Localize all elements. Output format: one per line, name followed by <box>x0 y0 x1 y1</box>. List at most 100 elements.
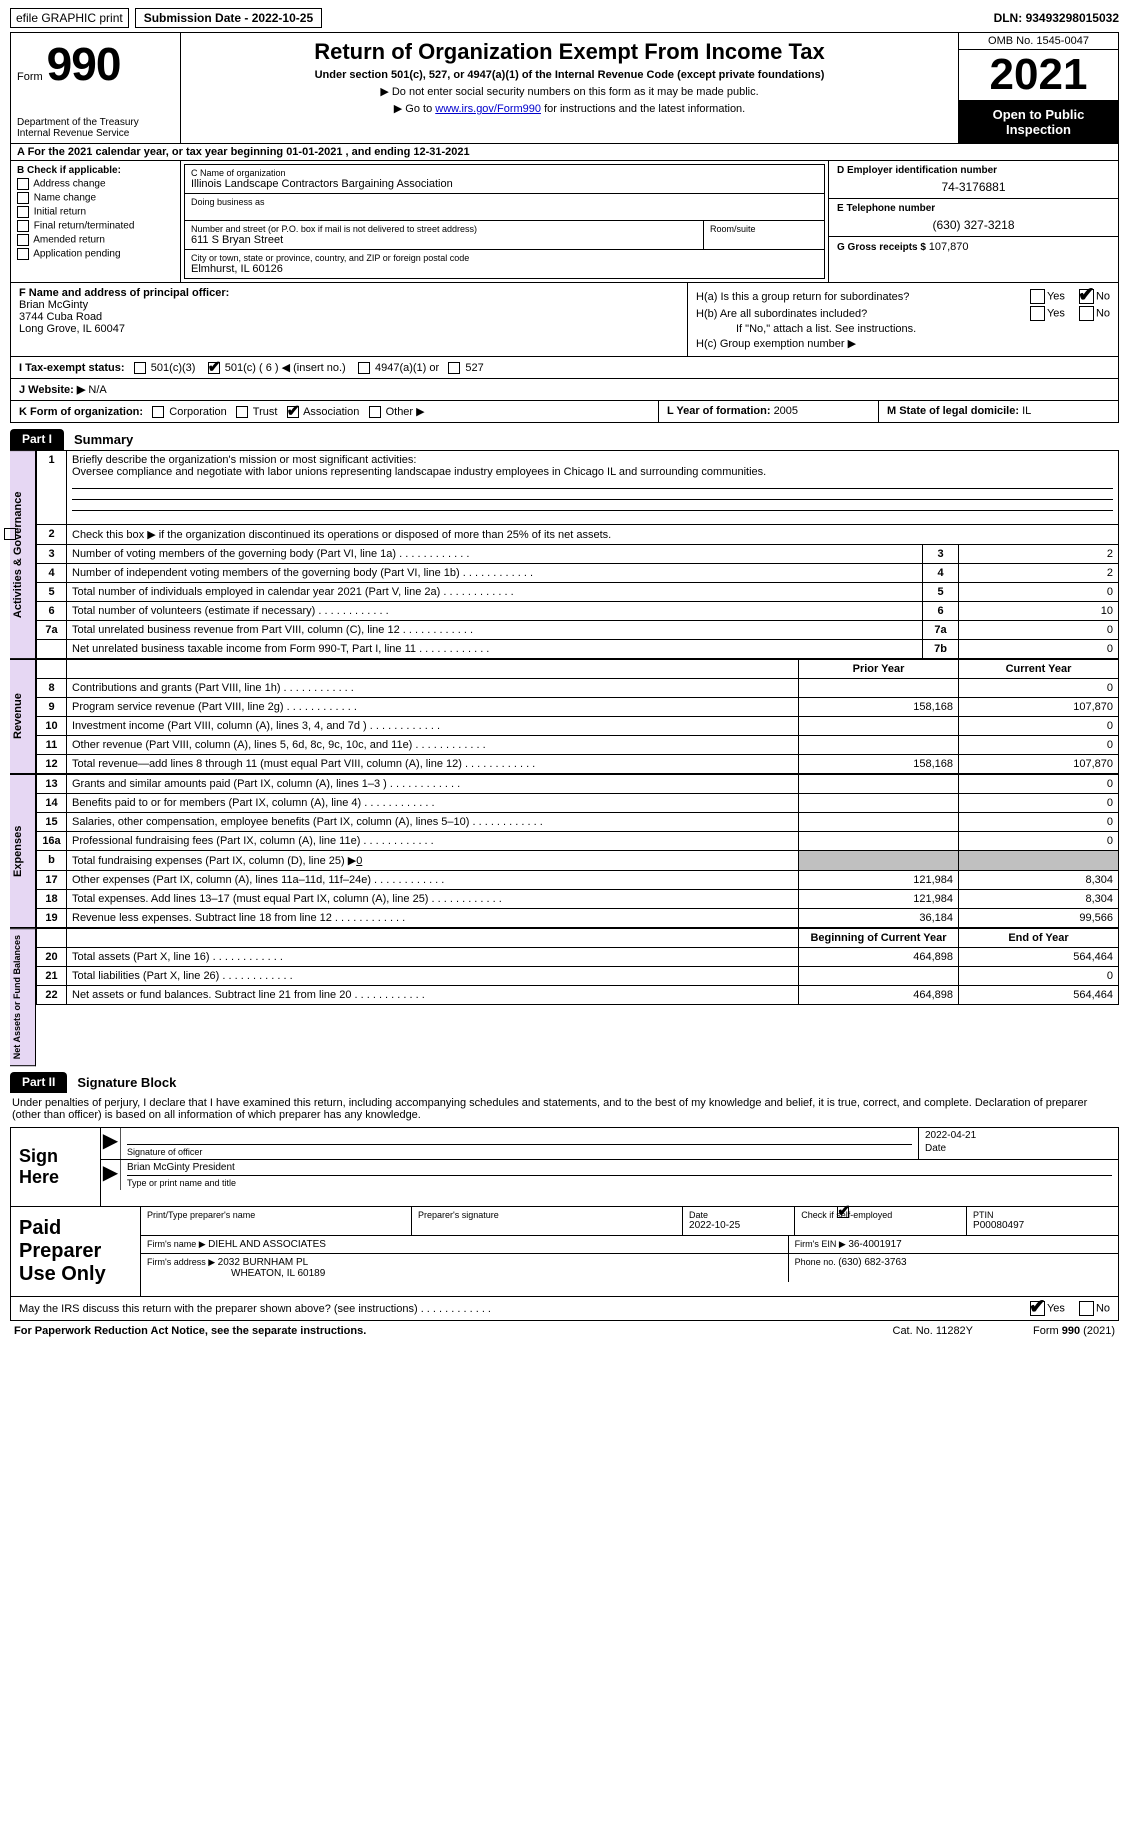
tax-year: 2021 <box>959 50 1118 101</box>
form-word: Form <box>17 71 43 83</box>
hb-yes-label: Yes <box>1047 307 1065 319</box>
dba-box: Doing business as <box>184 194 825 221</box>
lbl-final-return: Final return/terminated <box>34 221 135 232</box>
row-i-tax-status: I Tax-exempt status: 501(c)(3) 501(c) ( … <box>10 357 1119 379</box>
chk-amended[interactable]: Amended return <box>17 234 174 246</box>
sig-date-label: Date <box>925 1143 1112 1154</box>
header-right: OMB No. 1545-0047 2021 Open to Public In… <box>958 33 1118 143</box>
ha-no[interactable]: No <box>1079 289 1110 304</box>
chk-self-employed[interactable] <box>837 1206 849 1218</box>
i-label: I Tax-exempt status: <box>19 362 125 374</box>
lbl-pending: Application pending <box>33 249 120 260</box>
chk-pending[interactable]: Application pending <box>17 248 174 260</box>
form-ref-year: 2021 <box>1087 1325 1111 1337</box>
chk-other[interactable]: Other ▶ <box>369 406 425 418</box>
chk-address-change[interactable]: Address change <box>17 178 174 190</box>
j-value: N/A <box>85 384 106 396</box>
part1-pill: Part I <box>10 429 64 450</box>
exp-b-text: Total fundraising expenses (Part IX, col… <box>72 855 356 867</box>
line-2: 2 Check this box ▶ if the organization d… <box>37 525 1119 545</box>
row-a-tax-year: A For the 2021 calendar year, or tax yea… <box>10 144 1119 161</box>
chk-initial-return[interactable]: Initial return <box>17 206 174 218</box>
lbl-initial-return: Initial return <box>34 207 86 218</box>
net-hdr: Beginning of Current Year End of Year <box>37 929 1119 948</box>
k-label: K Form of organization: <box>19 406 143 418</box>
ein-label: D Employer identification number <box>837 165 1110 176</box>
dln-label: DLN: <box>994 11 1026 25</box>
table-row: 21Total liabilities (Part X, line 26)0 <box>37 967 1119 986</box>
officer-addr2: Long Grove, IL 60047 <box>19 323 679 335</box>
dln: DLN: 93493298015032 <box>994 11 1119 25</box>
officer-name: Brian McGinty <box>19 299 679 311</box>
lbl-amended: Amended return <box>33 235 105 246</box>
city-value: Elmhurst, IL 60126 <box>191 263 818 275</box>
hb-yes[interactable]: Yes <box>1030 306 1065 321</box>
hb-no-label: No <box>1096 307 1110 319</box>
hb-row: H(b) Are all subordinates included? Yes … <box>696 306 1110 321</box>
hb-note: If "No," attach a list. See instructions… <box>736 323 1110 335</box>
org-name-box: C Name of organization Illinois Landscap… <box>184 164 825 194</box>
table-row: 20Total assets (Part X, line 16)464,8985… <box>37 948 1119 967</box>
discuss-q: May the IRS discuss this return with the… <box>19 1303 491 1315</box>
irs-link[interactable]: www.irs.gov/Form990 <box>435 103 541 115</box>
pp-row-1: Print/Type preparer's name Preparer's si… <box>141 1207 1118 1236</box>
chk-trust[interactable]: Trust <box>236 406 278 418</box>
org-name-label: C Name of organization <box>191 168 818 178</box>
firm-name: DIEHL AND ASSOCIATES <box>208 1239 326 1250</box>
exp-b-val: 0 <box>356 855 362 867</box>
signature-cell[interactable]: Signature of officer <box>121 1128 918 1159</box>
lbl-other: Other ▶ <box>386 406 425 418</box>
paid-preparer-label: Paid Preparer Use Only <box>11 1207 141 1296</box>
line-1: 1 Briefly describe the organization's mi… <box>37 451 1119 525</box>
chk-501c3[interactable]: 501(c)(3) <box>134 362 196 374</box>
ha-label: H(a) Is this a group return for subordin… <box>696 291 909 303</box>
lbl-501c-pre: 501(c) ( <box>225 362 266 374</box>
hb-no[interactable]: No <box>1079 306 1110 321</box>
ha-no-label: No <box>1096 290 1110 302</box>
firm-ein: 36-4001917 <box>848 1239 901 1250</box>
pp-date: 2022-10-25 <box>689 1220 740 1231</box>
discuss-yes-label: Yes <box>1047 1303 1065 1315</box>
table-row: Net unrelated business taxable income fr… <box>37 640 1119 659</box>
efile-button[interactable]: efile GRAPHIC print <box>10 8 129 28</box>
omb-number: OMB No. 1545-0047 <box>959 33 1118 50</box>
chk-discontinued[interactable] <box>4 528 16 540</box>
discuss-no[interactable]: No <box>1079 1301 1110 1316</box>
entity-block: B Check if applicable: Address change Na… <box>10 161 1119 283</box>
dln-value: 93493298015032 <box>1026 11 1119 25</box>
table-row: 4Number of independent voting members of… <box>37 564 1119 583</box>
chk-corp[interactable]: Corporation <box>152 406 227 418</box>
end-year-hdr: End of Year <box>959 929 1119 948</box>
chk-final-return[interactable]: Final return/terminated <box>17 220 174 232</box>
col-b-title: B Check if applicable: <box>17 165 121 176</box>
part1-title: Summary <box>64 429 143 450</box>
prior-year-hdr: Prior Year <box>799 660 959 679</box>
vtab-expenses: Expenses <box>10 774 36 928</box>
ha-yes[interactable]: Yes <box>1030 289 1065 304</box>
q1-label: Briefly describe the organization's miss… <box>72 454 416 466</box>
principal-officer: F Name and address of principal officer:… <box>11 283 688 356</box>
chk-4947[interactable]: 4947(a)(1) or <box>358 362 439 374</box>
begin-year-hdr: Beginning of Current Year <box>799 929 959 948</box>
submission-date: 2022-10-25 <box>252 11 313 25</box>
firm-addr-lbl: Firm's address ▶ <box>147 1257 218 1267</box>
officer-name-cell: Brian McGinty President Type or print na… <box>121 1160 1118 1190</box>
chk-501c[interactable]: 501(c) ( 6 ) ◀ (insert no.) <box>208 362 346 374</box>
org-name: Illinois Landscape Contractors Bargainin… <box>191 178 818 190</box>
note2-post: for instructions and the latest informat… <box>541 103 745 115</box>
row-klm: K Form of organization: Corporation Trus… <box>10 401 1119 423</box>
pp-h5: PTIN <box>973 1210 1112 1220</box>
rev-hdr: Prior Year Current Year <box>37 660 1119 679</box>
room-label: Room/suite <box>710 224 818 234</box>
l-label: L Year of formation: <box>667 405 774 417</box>
chk-assoc[interactable]: Association <box>287 406 360 418</box>
lbl-4947: 4947(a)(1) or <box>375 362 439 374</box>
form-ref: Form 990 (2021) <box>1033 1325 1115 1337</box>
chk-527[interactable]: 527 <box>448 362 483 374</box>
net-assets-table: Beginning of Current Year End of Year 20… <box>36 928 1119 1005</box>
chk-name-change[interactable]: Name change <box>17 192 174 204</box>
arrow-icon: ▶ <box>101 1160 121 1190</box>
table-row: 9Program service revenue (Part VIII, lin… <box>37 698 1119 717</box>
hb-label: H(b) Are all subordinates included? <box>696 308 867 320</box>
discuss-yes[interactable]: Yes <box>1030 1301 1065 1316</box>
